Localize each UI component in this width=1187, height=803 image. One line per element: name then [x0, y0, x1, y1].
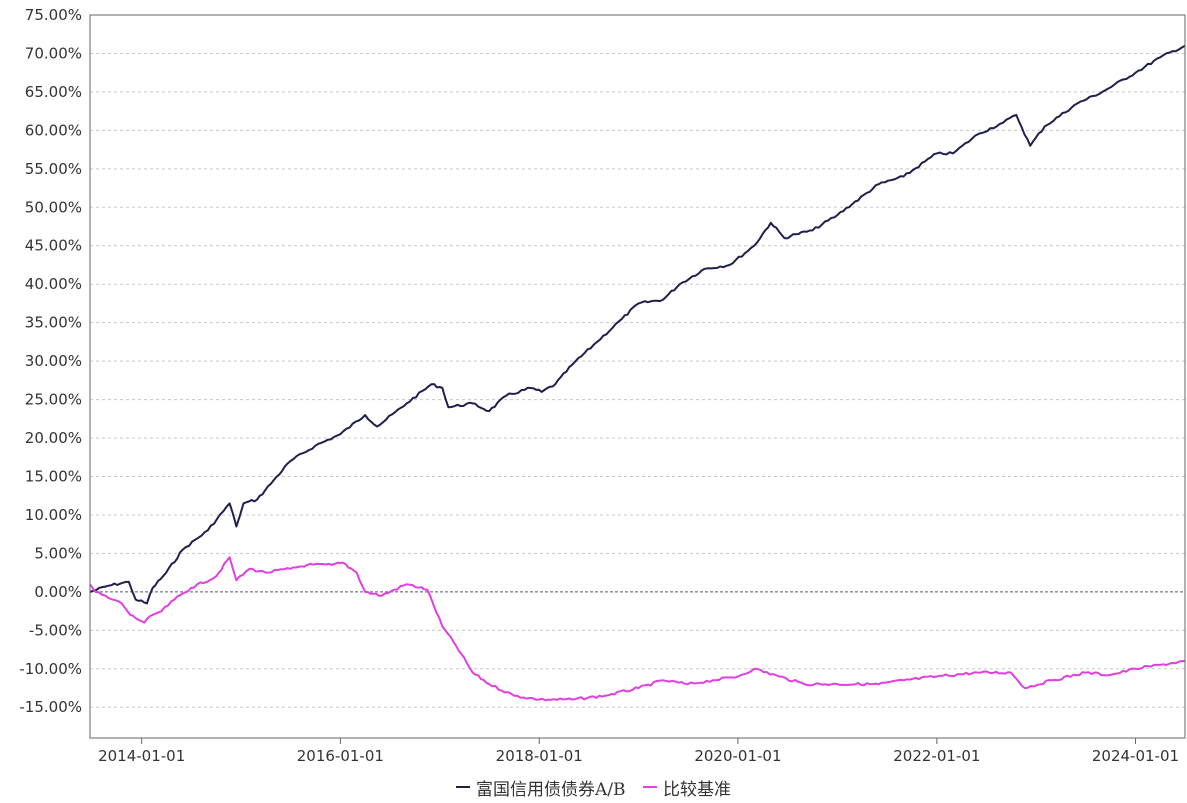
legend-swatch-fund — [456, 786, 471, 788]
x-tick-label: 2020-01-01 — [694, 747, 781, 765]
y-tick-label: 25.00% — [25, 391, 82, 409]
x-tick-label: 2016-01-01 — [297, 747, 384, 765]
y-tick-label: 35.00% — [25, 314, 82, 332]
legend-label-fund: 富国信用债债券A/B — [476, 779, 626, 800]
legend: 富国信用债债券A/B 比较基准 — [0, 773, 1187, 800]
x-tick-label: 2018-01-01 — [496, 747, 583, 765]
y-tick-label: 30.00% — [25, 352, 82, 370]
x-tick-label: 2014-01-01 — [98, 747, 185, 765]
y-tick-label: 60.00% — [25, 121, 82, 139]
grid-lines — [90, 14, 1185, 708]
plot-frame — [89, 14, 1186, 739]
y-tick-label: 15.00% — [25, 467, 82, 485]
y-tick-label: -15.00% — [19, 698, 82, 716]
y-tick-label: 40.00% — [25, 275, 82, 293]
legend-item-benchmark: 比较基准 — [642, 775, 731, 800]
y-tick-label: 0.00% — [34, 583, 82, 601]
series-line-fund — [89, 44, 1186, 605]
legend-label-benchmark: 比较基准 — [662, 779, 731, 800]
y-tick-label: 20.00% — [25, 429, 82, 447]
line-chart: 75.00% 70.00% 65.00% 60.00% 55.00% 50.00% 45.0… — [19, 6, 1186, 765]
y-tick-label: -5.00% — [29, 621, 82, 639]
legend-swatch-benchmark — [642, 786, 657, 788]
y-tick-label: 55.00% — [25, 160, 82, 178]
y-tick-label: -10.00% — [19, 660, 82, 678]
y-tick-label: 50.00% — [25, 198, 82, 216]
x-tick-label: 2022-01-01 — [893, 747, 980, 765]
x-axis-ticks: 2014-01-01 2016-01-01 2018-01-01 2020-01-01… — [98, 738, 1179, 765]
y-tick-label: 10.00% — [25, 506, 82, 524]
y-tick-label: 75.00% — [25, 6, 82, 24]
legend-item-fund: 富国信用债债券A/B — [456, 775, 626, 800]
y-tick-label: 65.00% — [25, 83, 82, 101]
series-lines — [89, 44, 1186, 702]
y-axis-ticks: 75.00% 70.00% 65.00% 60.00% 55.00% 50.00% 45.0… — [19, 6, 82, 716]
y-tick-label: 45.00% — [25, 237, 82, 255]
y-tick-label: 5.00% — [34, 544, 82, 562]
series-line-benchmark — [89, 556, 1186, 702]
y-tick-label: 70.00% — [25, 44, 82, 62]
x-tick-label: 2024-01-01 — [1092, 747, 1179, 765]
